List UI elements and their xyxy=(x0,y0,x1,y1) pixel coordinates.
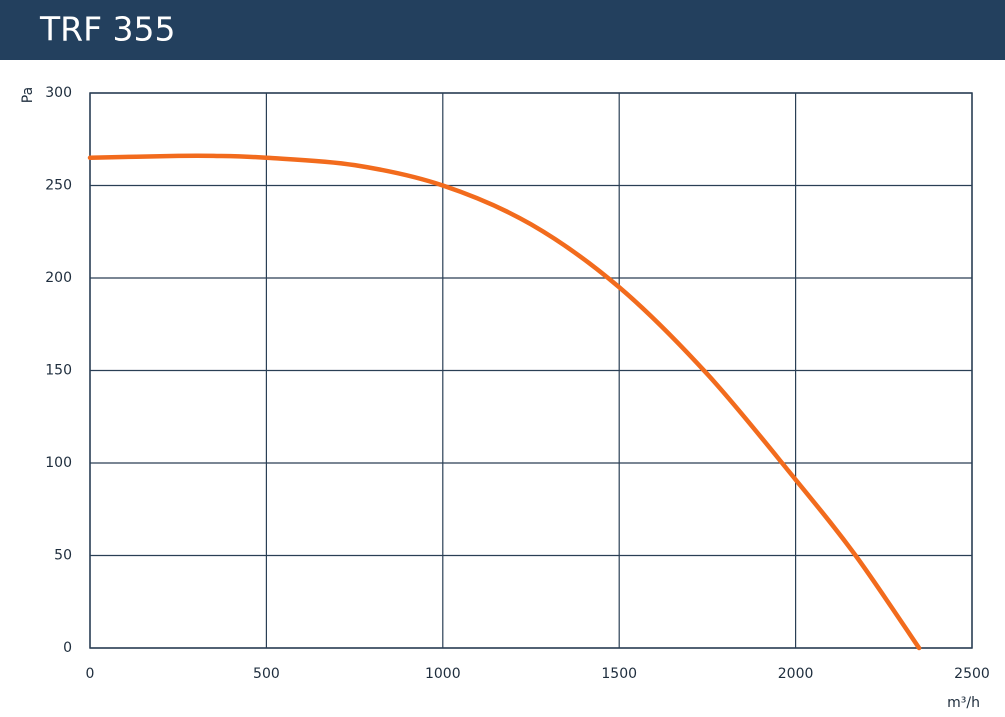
x-tick-label: 0 xyxy=(86,666,95,682)
x-tick-label: 500 xyxy=(253,666,280,682)
y-tick-label: 100 xyxy=(45,455,72,471)
y-axis-label: Pa xyxy=(20,87,36,103)
y-tick-label: 300 xyxy=(45,85,72,101)
x-tick-label: 1500 xyxy=(601,666,637,682)
x-tick-label: 1000 xyxy=(425,666,461,682)
x-tick-label: 2000 xyxy=(778,666,814,682)
x-tick-label: 2500 xyxy=(954,666,990,682)
x-axis-label: m³/h xyxy=(947,695,980,711)
y-tick-label: 250 xyxy=(45,178,72,194)
y-tick-label: 0 xyxy=(63,640,72,656)
chart-title: TRF 355 xyxy=(39,10,176,49)
y-tick-label: 150 xyxy=(45,363,72,379)
y-tick-label: 200 xyxy=(45,270,72,286)
y-tick-label: 50 xyxy=(54,548,72,564)
data-line xyxy=(87,153,922,651)
header-bar xyxy=(0,0,1005,60)
